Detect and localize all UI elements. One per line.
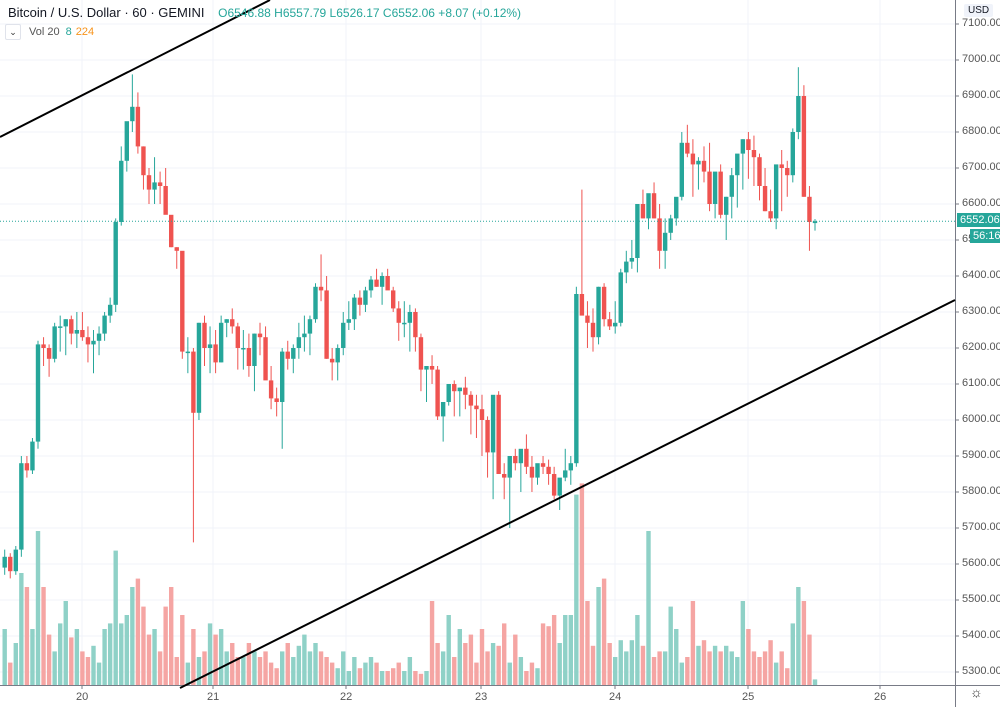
date-tick-label: 26 (874, 691, 887, 703)
price-tick-label: 5300.00 (962, 665, 1000, 677)
volume-value-1: 8 (65, 26, 72, 38)
date-tick-label: 25 (742, 691, 755, 703)
date-tick-label: 22 (340, 691, 353, 703)
volume-value-2: 224 (75, 26, 95, 38)
price-tick-label: 6400.00 (962, 269, 1000, 281)
price-tick-label: 7000.00 (962, 53, 1000, 65)
price-tick-label: 6900.00 (962, 89, 1000, 101)
date-tick-label: 24 (609, 691, 622, 703)
price-tick-label: 5500.00 (962, 593, 1000, 605)
ohlc-values: O6546.88 H6557.79 L6526.17 C6552.06 +8.0… (218, 6, 522, 20)
price-tick-label: 5900.00 (962, 449, 1000, 461)
volume-legend: ⌄ Vol 20 8 224 (5, 24, 94, 40)
date-tick-label: 21 (207, 691, 220, 703)
price-tick-label: 6300.00 (962, 305, 1000, 317)
price-tick-label: 5700.00 (962, 521, 1000, 533)
chart-legend: Bitcoin / U.S. Dollar · 60 · GEMINI O654… (8, 5, 521, 20)
currency-label[interactable]: USD (964, 4, 994, 17)
price-tick-label: 5400.00 (962, 629, 1000, 641)
bar-countdown: 56:16 (970, 229, 1000, 243)
date-tick-label: 23 (475, 691, 488, 703)
volume-label: Vol 20 (29, 26, 60, 38)
symbol-title[interactable]: Bitcoin / U.S. Dollar · 60 · GEMINI (8, 5, 205, 20)
price-tick-label: 6800.00 (962, 125, 1000, 137)
price-tick-label: 5600.00 (962, 557, 1000, 569)
chevron-down-icon[interactable]: ⌄ (5, 24, 21, 40)
price-tick-label: 6200.00 (962, 341, 1000, 353)
gear-icon[interactable]: ☼ (970, 684, 983, 700)
price-tick-label: 5800.00 (962, 485, 1000, 497)
price-tick-label: 7100.00 (962, 17, 1000, 29)
price-tick-label: 6000.00 (962, 413, 1000, 425)
date-tick-label: 20 (76, 691, 89, 703)
last-price-tag: 6552.06 (957, 213, 1000, 227)
price-tick-label: 6600.00 (962, 197, 1000, 209)
price-tick-label: 6700.00 (962, 161, 1000, 173)
price-tick-label: 6100.00 (962, 377, 1000, 389)
